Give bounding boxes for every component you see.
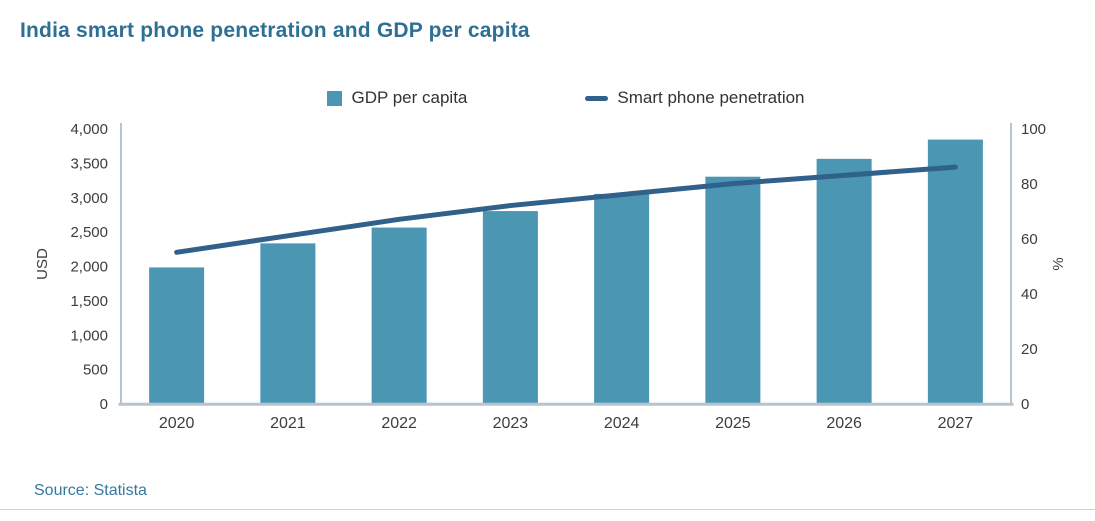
right-tick-80: 80 [1021, 176, 1038, 193]
x-label-2023: 2023 [493, 415, 529, 432]
x-label-2026: 2026 [826, 415, 862, 432]
right-tick-0: 0 [1021, 396, 1029, 413]
bar-2024 [594, 193, 650, 403]
right-tick-100: 100 [1021, 121, 1046, 138]
x-label-2022: 2022 [381, 415, 417, 432]
right-tick-60: 60 [1021, 231, 1038, 248]
legend-item-gdp: GDP per capita [327, 88, 467, 108]
bottom-divider [0, 509, 1095, 510]
right-axis-title: % [1050, 257, 1067, 270]
bar-2021 [260, 243, 316, 403]
legend-gdp-label: GDP per capita [351, 88, 468, 107]
bar-2027 [927, 139, 983, 403]
left-tick-0: 0 [100, 396, 108, 413]
right-tick-20: 20 [1021, 341, 1038, 358]
x-label-2021: 2021 [270, 415, 306, 432]
x-label-2027: 2027 [938, 415, 974, 432]
left-tick-2500: 2,500 [70, 224, 108, 241]
left-axis-title: USD [34, 248, 51, 280]
bar-2020 [149, 267, 205, 403]
source-text: Source: Statista [34, 482, 147, 499]
left-tick-3500: 3,500 [70, 155, 108, 172]
chart-title: India smart phone penetration and GDP pe… [20, 19, 530, 42]
penetration-legend-line-icon [585, 95, 609, 101]
left-tick-1000: 1,000 [70, 327, 108, 344]
right-tick-40: 40 [1021, 286, 1038, 303]
bar-2025 [705, 176, 761, 403]
bar-2026 [816, 158, 872, 403]
bar-2023 [482, 211, 538, 403]
x-label-2024: 2024 [604, 415, 640, 432]
left-tick-1500: 1,500 [70, 293, 108, 310]
left-tick-3000: 3,000 [70, 190, 108, 207]
left-tick-2000: 2,000 [70, 259, 108, 276]
x-label-2025: 2025 [715, 415, 751, 432]
bar-2022 [371, 227, 427, 403]
legend-penetration-label: Smart phone penetration [617, 88, 805, 107]
legend-item-penetration: Smart phone penetration [585, 88, 805, 108]
left-tick-500: 500 [83, 362, 108, 379]
left-tick-4000: 4,000 [70, 121, 108, 138]
gdp-legend-swatch-icon [327, 90, 343, 106]
x-label-2020: 2020 [159, 415, 195, 432]
chart-legend: GDP per capita Smart phone penetration [121, 88, 1011, 108]
penetration-line [174, 164, 958, 255]
